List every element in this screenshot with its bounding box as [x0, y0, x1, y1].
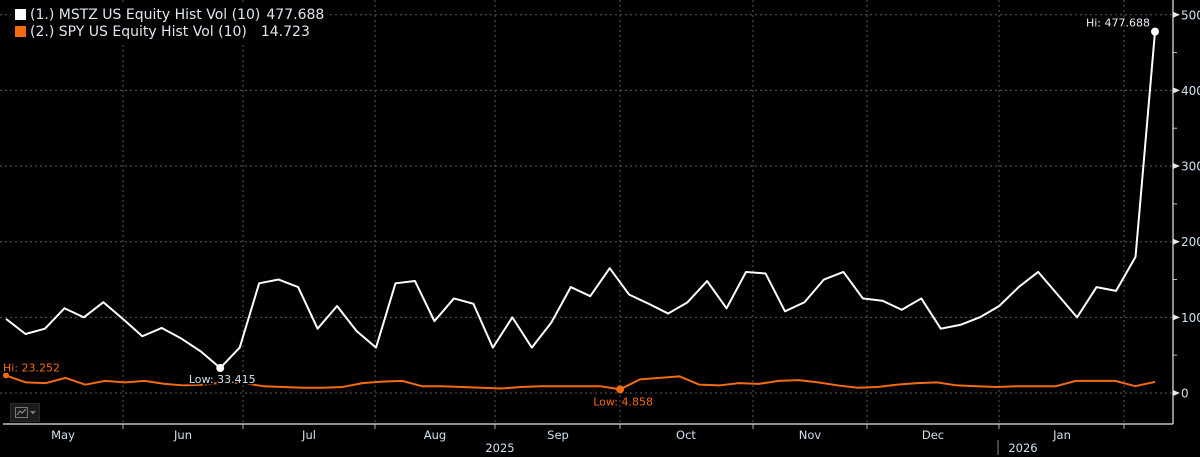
y-tick-marker: [1173, 87, 1180, 94]
x-month-label: Sep: [547, 428, 569, 442]
legend-item-spy[interactable]: (2.) SPY US Equity Hist Vol (10) 14.723: [15, 23, 324, 40]
x-month-label: Oct: [676, 428, 696, 442]
y-tick-label: 200: [1181, 235, 1200, 249]
x-month-label: Jul: [301, 428, 316, 442]
y-tick-marker: [1173, 390, 1180, 396]
mstz-series-line: [5, 31, 1156, 370]
y-tick-label: 0: [1181, 387, 1189, 401]
legend-index: (1.): [30, 6, 55, 23]
y-tick-marker: [1173, 11, 1180, 18]
y-tick-label: 400: [1181, 84, 1200, 98]
legend-item-mstz[interactable]: (1.) MSTZ US Equity Hist Vol (10) 477.68…: [15, 6, 324, 23]
mstz-low-label: Low: 33.415: [189, 373, 256, 386]
x-year-label: 2025: [485, 441, 514, 455]
x-month-label: Dec: [922, 428, 944, 442]
legend: (1.) MSTZ US Equity Hist Vol (10) 477.68…: [11, 4, 329, 42]
legend-value: 14.723: [260, 23, 310, 40]
x-month-label: May: [51, 428, 75, 442]
legend-value: 477.688: [266, 6, 325, 23]
x-month-label: Aug: [424, 428, 446, 442]
x-month-label: Nov: [799, 428, 822, 442]
legend-label: MSTZ US Equity Hist Vol (10): [58, 6, 261, 23]
mstz-swatch: [15, 9, 26, 20]
y-tick-marker: [1173, 314, 1180, 321]
mstz-hi-label: Hi: 477.688: [1086, 17, 1150, 30]
y-tick-marker: [1173, 163, 1180, 170]
axes: 0 100 200 300 400 500 May Jun Jul Aug Sep Oct Nov Dec…: [3, 0, 1200, 455]
y-tick-label: 100: [1181, 311, 1200, 325]
chart-type-button[interactable]: [10, 403, 40, 422]
spy-swatch: [15, 26, 26, 37]
y-tick-marker: [1173, 238, 1180, 245]
y-tick-label: 300: [1181, 160, 1200, 174]
line-chart-icon: [14, 407, 28, 418]
chevron-down-icon: [29, 410, 36, 414]
hi-low-markers: Hi: 477.688 Low: 33.415 Hi: 23.252 Low: 4.8…: [2, 15, 1159, 410]
spy-hi-label: Hi: 23.252: [3, 361, 60, 374]
x-month-label: Jun: [173, 428, 192, 442]
x-month-label: Jan: [1052, 428, 1071, 442]
y-tick-label: 500: [1181, 8, 1200, 22]
x-year-label: 2026: [1008, 441, 1037, 455]
legend-label: SPY US Equity Hist Vol (10): [58, 23, 247, 40]
legend-index: (2.): [30, 23, 55, 40]
gridlines: [0, 0, 1173, 424]
spy-low-label: Low: 4.858: [593, 395, 653, 408]
spy-series-line: [5, 374, 1156, 391]
